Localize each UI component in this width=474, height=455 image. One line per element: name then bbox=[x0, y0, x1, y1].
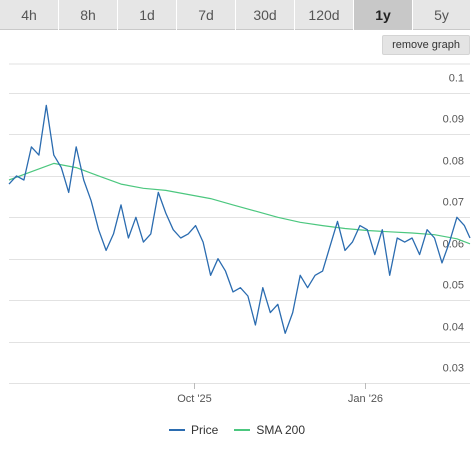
y-tick-label: 0.05 bbox=[443, 280, 464, 292]
tab-7d[interactable]: 7d bbox=[177, 0, 235, 30]
chart-legend: Price SMA 200 bbox=[0, 421, 474, 439]
legend-swatch bbox=[234, 429, 251, 431]
tab-5y[interactable]: 5y bbox=[413, 0, 470, 30]
y-tick-label: 0.09 bbox=[443, 114, 464, 126]
y-tick-label: 0.04 bbox=[443, 322, 464, 334]
tab-1y[interactable]: 1y bbox=[354, 0, 412, 30]
tab-1d[interactable]: 1d bbox=[118, 0, 176, 30]
tab-4h[interactable]: 4h bbox=[0, 0, 58, 30]
remove-graph-button[interactable]: remove graph bbox=[382, 35, 470, 55]
y-tick-label: 0.07 bbox=[443, 197, 464, 209]
legend-label: SMA 200 bbox=[256, 423, 306, 437]
legend-item-sma[interactable]: SMA 200 bbox=[234, 423, 305, 437]
tab-8h[interactable]: 8h bbox=[59, 0, 117, 30]
sma-series-line bbox=[8, 162, 471, 245]
legend-item-price[interactable]: Price bbox=[168, 423, 219, 437]
y-tick-label: 0.03 bbox=[443, 363, 464, 375]
x-tick-label: Oct '25 bbox=[177, 393, 212, 405]
tab-120d[interactable]: 120d bbox=[295, 0, 353, 30]
y-tick-label: 0.08 bbox=[443, 156, 464, 168]
tab-30d[interactable]: 30d bbox=[236, 0, 294, 30]
legend-label: Price bbox=[190, 423, 219, 437]
time-range-tabs: 4h 8h 1d 7d 30d 120d 1y 5y bbox=[0, 0, 474, 30]
x-tick-label: Jan '26 bbox=[348, 393, 383, 405]
y-tick-label: 0.1 bbox=[449, 73, 464, 85]
price-series-line bbox=[8, 104, 471, 334]
legend-swatch bbox=[168, 429, 185, 431]
